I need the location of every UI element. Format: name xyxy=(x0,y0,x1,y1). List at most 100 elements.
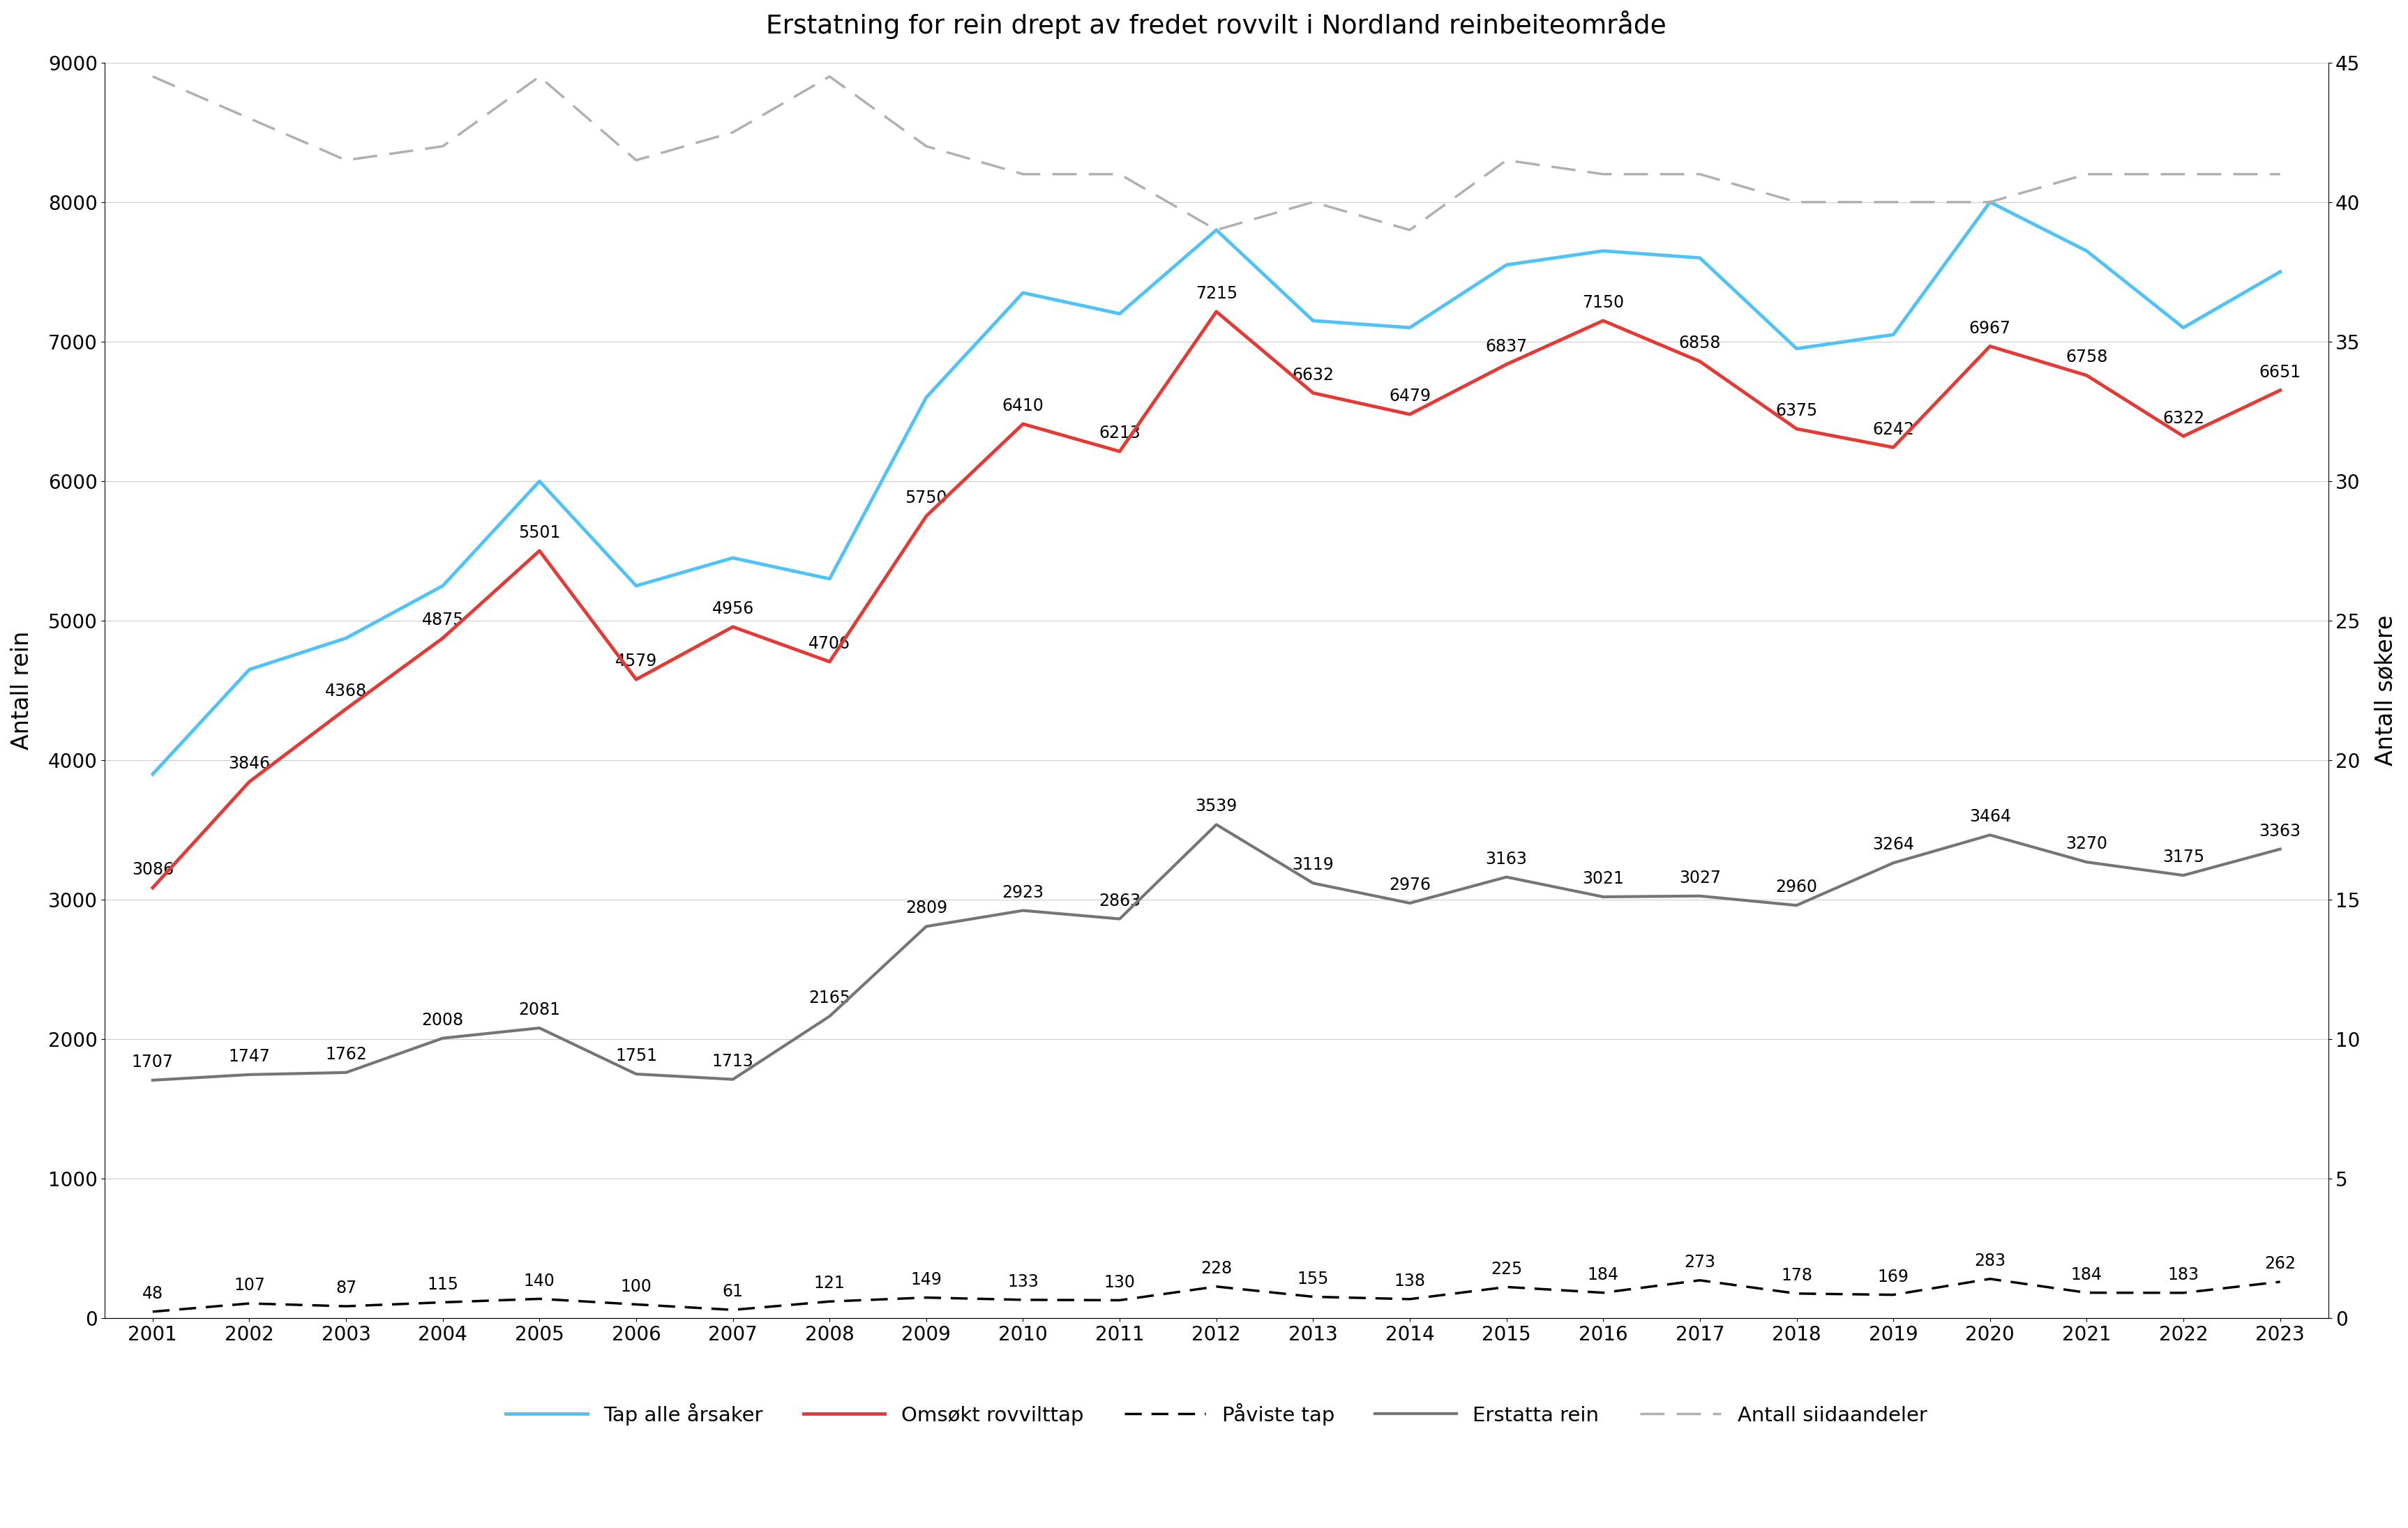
Erstatta rein xyxy=(913,917,942,935)
Text: 2165: 2165 xyxy=(809,990,850,1007)
Text: 262: 262 xyxy=(2264,1256,2295,1273)
Text: 6651: 6651 xyxy=(2259,364,2302,380)
Påviste tap xyxy=(913,1288,942,1306)
Påviste tap xyxy=(2266,1273,2295,1291)
Y-axis label: Antall rein: Antall rein xyxy=(10,631,34,750)
Erstatta rein xyxy=(718,1070,746,1088)
Antall siidaandeler xyxy=(1202,222,1230,240)
Text: 121: 121 xyxy=(814,1274,845,1291)
Text: 3846: 3846 xyxy=(229,755,270,772)
Tap alle årsaker xyxy=(429,576,458,594)
Y-axis label: Antall søkere: Antall søkere xyxy=(2374,614,2398,766)
Tap alle årsaker xyxy=(1394,318,1423,336)
Omsøkt rovvilttap xyxy=(1394,405,1423,423)
Omsøkt rovvilttap xyxy=(1686,353,1714,371)
Påviste tap xyxy=(332,1297,361,1316)
Erstatta rein xyxy=(1202,816,1230,834)
Omsøkt rovvilttap xyxy=(332,700,361,718)
Text: 48: 48 xyxy=(142,1285,164,1302)
Text: 100: 100 xyxy=(621,1277,653,1294)
Omsøkt rovvilttap xyxy=(2073,367,2102,385)
Omsøkt rovvilttap xyxy=(525,541,554,559)
Antall siidaandeler xyxy=(1686,165,1714,183)
Text: 107: 107 xyxy=(234,1277,265,1294)
Tap alle årsaker xyxy=(2170,318,2199,336)
Text: 2809: 2809 xyxy=(905,900,946,917)
Påviste tap xyxy=(137,1302,166,1320)
Text: 4875: 4875 xyxy=(421,611,465,628)
Erstatta rein xyxy=(816,1007,845,1025)
Antall siidaandeler xyxy=(332,151,361,170)
Tap alle årsaker xyxy=(1202,222,1230,240)
Text: 169: 169 xyxy=(1878,1268,1910,1285)
Erstatta rein xyxy=(621,1065,650,1083)
Text: 6213: 6213 xyxy=(1098,425,1141,442)
Omsøkt rovvilttap xyxy=(429,630,458,648)
Omsøkt rovvilttap xyxy=(1782,420,1811,439)
Erstatta rein xyxy=(332,1063,361,1082)
Text: 140: 140 xyxy=(525,1273,556,1290)
Text: 61: 61 xyxy=(722,1284,744,1300)
Text: 130: 130 xyxy=(1103,1274,1134,1291)
Omsøkt rovvilttap xyxy=(718,617,746,636)
Text: 6375: 6375 xyxy=(1775,402,1818,419)
Text: 6410: 6410 xyxy=(1002,397,1043,414)
Text: 149: 149 xyxy=(910,1271,942,1288)
Erstatta rein xyxy=(2266,840,2295,859)
Text: 115: 115 xyxy=(426,1276,458,1293)
Påviste tap xyxy=(1394,1290,1423,1308)
Line: Tap alle årsaker: Tap alle årsaker xyxy=(152,202,2280,775)
Antall siidaandeler xyxy=(2073,165,2102,183)
Text: 138: 138 xyxy=(1394,1273,1426,1290)
Erstatta rein xyxy=(1878,854,1907,872)
Tap alle årsaker xyxy=(2266,263,2295,281)
Antall siidaandeler xyxy=(621,151,650,170)
Antall siidaandeler xyxy=(1782,193,1811,211)
Erstatta rein xyxy=(1782,897,1811,915)
Erstatta rein xyxy=(1105,909,1134,927)
Tap alle årsaker xyxy=(525,472,554,490)
Text: 2960: 2960 xyxy=(1775,879,1818,895)
Text: 3363: 3363 xyxy=(2259,822,2302,839)
Erstatta rein xyxy=(1298,874,1327,892)
Text: 6858: 6858 xyxy=(1678,335,1722,351)
Antall siidaandeler xyxy=(1878,193,1907,211)
Title: Erstatning for rein drept av fredet rovvilt i Nordland reinbeiteområde: Erstatning for rein drept av fredet rovv… xyxy=(766,11,1666,40)
Text: 2863: 2863 xyxy=(1098,892,1141,909)
Erstatta rein xyxy=(1589,888,1618,906)
Omsøkt rovvilttap xyxy=(2266,380,2295,399)
Text: 184: 184 xyxy=(1587,1267,1618,1284)
Text: 178: 178 xyxy=(1782,1267,1813,1284)
Tap alle årsaker xyxy=(236,660,265,678)
Text: 184: 184 xyxy=(2071,1267,2102,1284)
Text: 1747: 1747 xyxy=(229,1048,270,1065)
Text: 3163: 3163 xyxy=(1486,851,1527,868)
Text: 2976: 2976 xyxy=(1389,877,1430,894)
Tap alle årsaker xyxy=(1009,284,1038,303)
Text: 5750: 5750 xyxy=(905,489,946,506)
Antall siidaandeler xyxy=(1009,165,1038,183)
Antall siidaandeler xyxy=(718,124,746,142)
Line: Erstatta rein: Erstatta rein xyxy=(152,825,2280,1080)
Erstatta rein xyxy=(2073,853,2102,871)
Text: 3027: 3027 xyxy=(1678,869,1722,886)
Antall siidaandeler xyxy=(913,138,942,156)
Text: 6837: 6837 xyxy=(1486,338,1527,354)
Tap alle årsaker xyxy=(1105,304,1134,322)
Tap alle årsaker xyxy=(913,388,942,406)
Antall siidaandeler xyxy=(1589,165,1618,183)
Påviste tap xyxy=(525,1290,554,1308)
Text: 183: 183 xyxy=(2167,1267,2199,1284)
Line: Omsøkt rovvilttap: Omsøkt rovvilttap xyxy=(152,312,2280,888)
Tap alle årsaker xyxy=(137,766,166,784)
Antall siidaandeler xyxy=(236,108,265,127)
Antall siidaandeler xyxy=(1298,193,1327,211)
Text: 155: 155 xyxy=(1298,1270,1329,1287)
Text: 225: 225 xyxy=(1491,1261,1522,1277)
Erstatta rein xyxy=(1493,868,1522,886)
Erstatta rein xyxy=(2170,866,2199,885)
Omsøkt rovvilttap xyxy=(1878,439,1907,457)
Påviste tap xyxy=(621,1296,650,1314)
Legend: Tap alle årsaker, Omsøkt rovvilttap, Påviste tap, Erstatta rein, Antall siidaand: Tap alle årsaker, Omsøkt rovvilttap, Påv… xyxy=(498,1395,1936,1433)
Text: 4706: 4706 xyxy=(809,636,850,652)
